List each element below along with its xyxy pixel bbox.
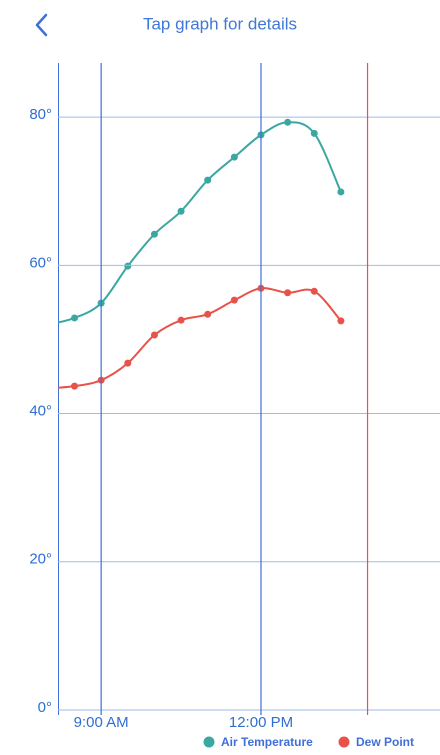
y-tick-label: 20° (29, 551, 52, 568)
data-point (337, 188, 345, 196)
data-point (177, 207, 185, 215)
x-tick-label: 12:00 PM (229, 714, 293, 731)
data-point (71, 382, 79, 390)
data-point (124, 262, 132, 270)
legend-label: Air Temperature (221, 735, 313, 749)
legend-dot (338, 736, 350, 748)
legend-label: Dew Point (356, 735, 414, 749)
data-point (71, 314, 79, 322)
data-point (124, 359, 132, 367)
y-tick-label: 60° (29, 254, 52, 271)
header-title[interactable]: Tap graph for details (143, 14, 297, 33)
back-button[interactable] (35, 13, 48, 37)
data-point (44, 321, 51, 328)
data-point (44, 385, 51, 392)
y-tick-label: 40° (29, 403, 52, 420)
data-point (284, 289, 292, 297)
data-point (310, 287, 318, 295)
data-point (204, 176, 212, 184)
data-point (177, 316, 185, 324)
data-point (230, 153, 238, 161)
series-line (58, 287, 342, 389)
data-point (230, 296, 238, 304)
legend-dot (203, 736, 215, 748)
x-tick-label: 9:00 AM (74, 714, 129, 731)
y-tick-label: 0° (38, 699, 52, 716)
data-point (337, 317, 345, 325)
series-line (58, 121, 342, 324)
data-point (310, 129, 318, 137)
data-point (150, 230, 158, 238)
data-point (284, 118, 292, 126)
data-point (150, 331, 158, 339)
y-tick-label: 80° (29, 106, 52, 123)
data-point (204, 310, 212, 318)
